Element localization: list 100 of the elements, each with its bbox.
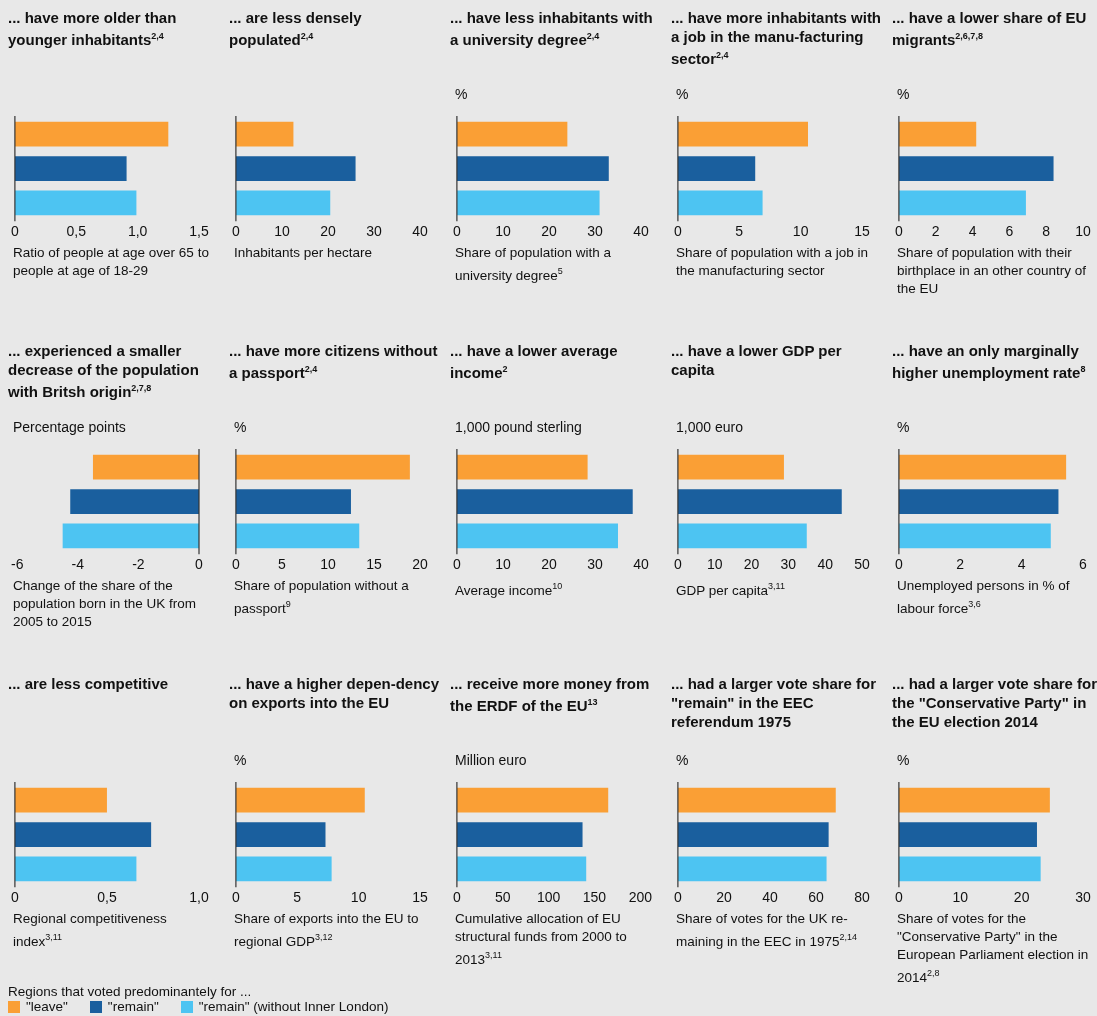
chart-title: ... had a larger vote share for the "Conservative Party" in the EU election 2014 — [892, 674, 1097, 732]
x-tick-label: 15 — [854, 223, 870, 240]
bar — [235, 856, 332, 882]
x-tick-label: 40 — [412, 223, 428, 240]
x-tick-label: 0 — [10, 223, 19, 240]
bar — [456, 121, 568, 147]
x-axis-title: GDP per capita$^{3,11}$ — [675, 580, 786, 600]
x-tick-label: 30 — [587, 556, 603, 573]
x-tick-label: 0 — [231, 889, 240, 906]
bar — [14, 156, 127, 181]
bar — [235, 190, 331, 216]
chart-subtitle: % — [233, 418, 248, 437]
legend-label: "remain" — [107, 999, 159, 1014]
x-tick-label: 0 — [452, 889, 461, 906]
x-tick-label: 20 — [743, 556, 760, 573]
bar — [235, 489, 351, 514]
x-tick-label: 20 — [716, 889, 732, 906]
chart-subtitle: % — [896, 751, 911, 770]
chart-subtitle: 1,000 pound sterling — [454, 418, 583, 437]
x-axis-title: Share of exports into the EU to regional GDP$^{3,12}$ — [233, 910, 420, 951]
bar — [677, 190, 763, 216]
bar — [456, 454, 588, 480]
chart-title: ... experienced a smaller decrease of the population with Britsh origin$^{2,7,8}$ — [8, 341, 200, 402]
bar — [898, 121, 977, 147]
bar — [14, 856, 137, 882]
x-tick-label: 100 — [536, 889, 561, 906]
x-tick-label: 1,5 — [189, 223, 209, 240]
bar — [898, 156, 1054, 181]
x-tick-label: 0,5 — [97, 889, 117, 906]
x-tick-label: 0 — [894, 223, 903, 240]
x-axis-title: Share of population with a university degree$^{5}$ — [454, 244, 613, 285]
x-tick-label: 0 — [231, 556, 240, 573]
x-tick-label: 15 — [412, 889, 428, 906]
x-tick-label: 40 — [633, 556, 649, 573]
chart-subtitle: % — [896, 418, 911, 437]
x-tick-label: 30 — [1075, 889, 1091, 906]
bar — [677, 856, 827, 882]
chart-subtitle: Percentage points — [12, 418, 127, 437]
bar — [898, 822, 1037, 847]
x-axis-title: Share of population without a passport$^{9}$ — [233, 577, 410, 618]
x-tick-label: 30 — [780, 556, 797, 573]
bar — [677, 787, 836, 813]
x-tick-label: 20 — [541, 223, 557, 240]
x-axis-title: Share of votes for the "Conservative Party" in the European Parliament election in 2014$^{2,8}$ — [896, 910, 1090, 987]
chart-title: ... have less inhabitants with a university degree$^{2,4}$ — [450, 8, 654, 50]
chart-title: ... have more citizens without a passport$^{2,4}$ — [229, 341, 439, 383]
bar — [456, 489, 633, 514]
chart-subtitle: % — [454, 85, 469, 104]
x-tick-label: -2 — [132, 556, 145, 573]
bar — [677, 489, 842, 514]
x-tick-label: 10 — [350, 889, 367, 906]
x-axis-title: Unemployed persons in % of labour force$^{3,6}$ — [896, 577, 1071, 618]
chart-title: ... had a larger vote share for "remain" in the EEC referendum 1975 — [671, 674, 878, 732]
bar — [14, 787, 107, 813]
chart-title: ... have an only marginally higher unemployment rate$^{8}$ — [892, 341, 1087, 383]
x-tick-label: 10 — [274, 223, 290, 240]
x-tick-label: 40 — [817, 556, 834, 573]
chart-subtitle: % — [896, 85, 911, 104]
chart-title: ... have a lower share of EU migrants$^{2,6,7,8}$ — [892, 8, 1088, 50]
chart-subtitle: % — [675, 751, 690, 770]
chart-title: ... have more inhabitants with a job in the manu-facturing sector$^{2,4}$ — [671, 8, 883, 69]
chart-title: ... have more older than younger inhabitants$^{2,4}$ — [8, 8, 178, 50]
x-tick-label: 15 — [366, 556, 382, 573]
bar — [898, 787, 1050, 813]
x-axis-title: Share of population with a job in the manufacturing sector — [675, 244, 870, 280]
x-tick-label: 2 — [931, 223, 940, 240]
x-tick-label: 0 — [894, 556, 903, 573]
x-tick-label: 40 — [633, 223, 649, 240]
chart-title: ... have a higher depen-dency on exports into the EU — [229, 674, 441, 713]
chart-subtitle: 1,000 euro — [675, 418, 744, 437]
bar — [456, 787, 609, 813]
x-tick-label: 0 — [10, 889, 19, 906]
x-tick-label: 10 — [495, 556, 511, 573]
x-tick-label: -6 — [11, 556, 24, 573]
x-tick-label: 6 — [1005, 223, 1014, 240]
x-axis-title: Change of the share of the population born in the UK from 2005 to 2015 — [12, 577, 198, 631]
x-axis-title: Inhabitants per hectare — [233, 244, 374, 262]
x-tick-label: 60 — [808, 889, 824, 906]
x-tick-label: 10 — [792, 223, 809, 240]
x-axis-title: Ratio of people at age over 65 to people at age of 18-29 — [12, 244, 210, 280]
bar — [898, 856, 1041, 882]
x-axis-title: Average income$^{10}$ — [454, 580, 564, 600]
x-axis-title: Regional competitiveness index$^{3,11}$ — [12, 910, 168, 951]
bar — [677, 454, 784, 480]
x-tick-label: 150 — [582, 889, 607, 906]
chart-title: ... receive more money from the ERDF of the EU$^{13}$ — [450, 674, 651, 716]
x-tick-label: 1,0 — [127, 223, 148, 240]
bar — [677, 121, 808, 147]
x-tick-label: 10 — [952, 889, 969, 906]
x-tick-label: -4 — [71, 556, 85, 573]
x-tick-label: 40 — [762, 889, 778, 906]
x-tick-label: 4 — [968, 223, 977, 240]
x-tick-label: 20 — [541, 556, 557, 573]
legend-title: Regions that voted predominantely for ... — [8, 984, 253, 999]
bar — [235, 156, 356, 181]
x-tick-label: 0 — [894, 889, 903, 906]
x-tick-label: 2 — [956, 556, 965, 573]
x-tick-label: 8 — [1042, 223, 1051, 240]
bar — [235, 787, 365, 813]
bar — [235, 121, 294, 147]
